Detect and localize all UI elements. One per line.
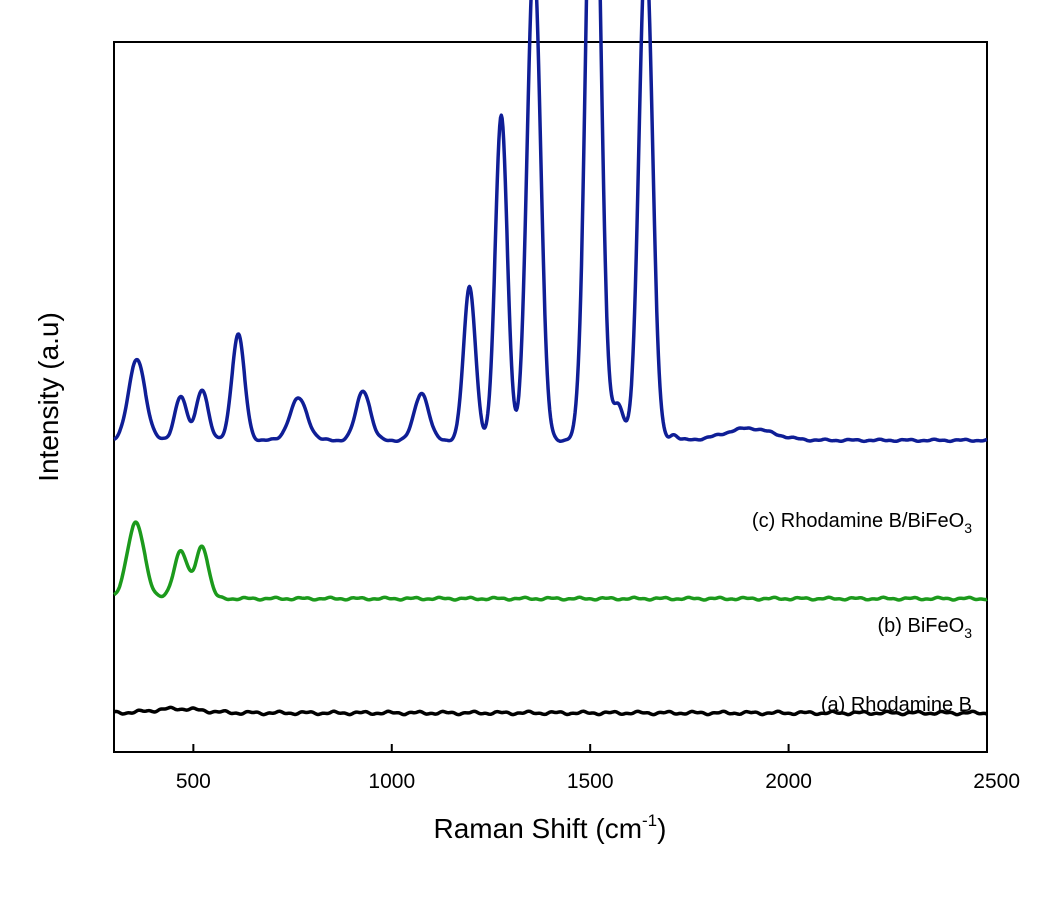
series-lines [113,0,988,717]
plot-frame [113,41,988,753]
x-tick-label: 500 [176,770,211,793]
x-tick-label: 1000 [368,770,415,793]
x-axis-title: Raman Shift (cm-1) [434,811,667,844]
series-line-a [113,705,988,717]
series-label-c: (c) Rhodamine B/BiFeO3 [752,510,972,536]
y-axis-title: Intensity (a.u) [33,312,64,482]
series-label-b: (b) BiFeO3 [878,615,973,641]
series-line-b [113,520,988,602]
x-ticks: 500 1000 1500 2000 2500 [176,744,1020,793]
series-labels: (a) Rhodamine B (b) BiFeO3 (c) Rhodamine B… [752,510,972,716]
x-tick-label: 2000 [765,770,812,793]
series-label-a: (a) Rhodamine B [821,694,972,716]
series-line-c [113,0,988,444]
x-tick-label: 1500 [567,770,614,793]
x-tick-label: 2500 [973,770,1020,793]
